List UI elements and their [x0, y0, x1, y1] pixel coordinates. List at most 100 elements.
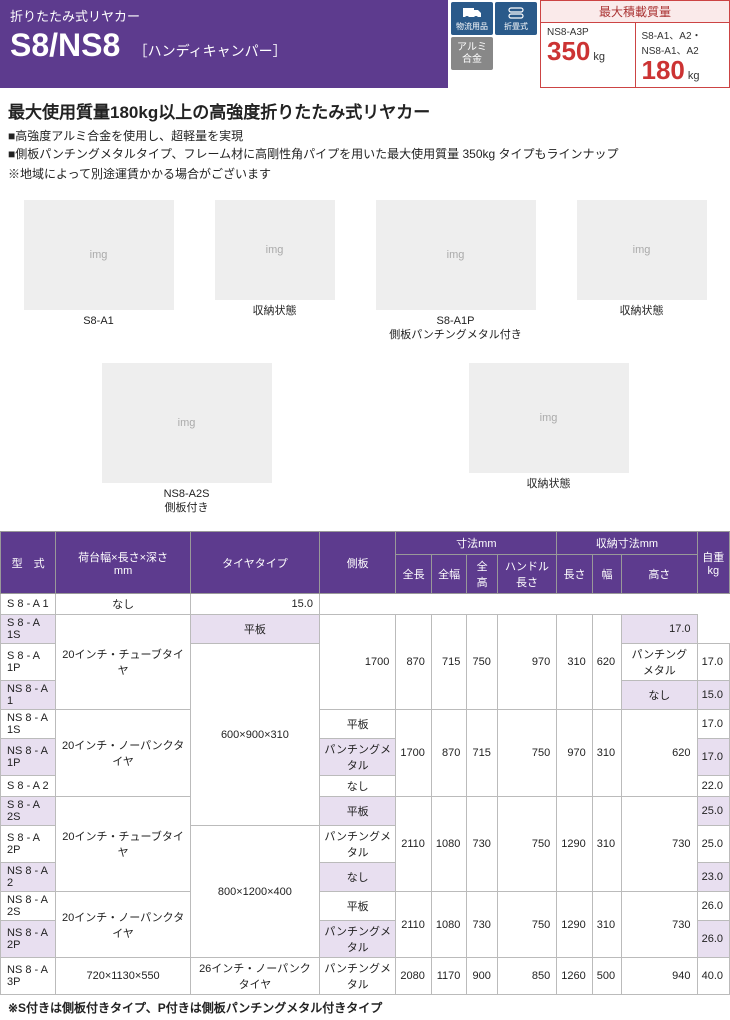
table-row: S 8 - A 2S20インチ・チューブタイヤ平板211010807307501…	[1, 797, 730, 826]
th-folded-sub: 長さ	[557, 555, 592, 594]
shipping-note: ※地域によって別途運賃かかる場合がございます	[0, 163, 730, 190]
cell-side: パンチングメタル	[319, 826, 395, 863]
product-image: img	[469, 363, 629, 473]
spec-table: 型 式 荷台幅×長さ×深さ mm タイヤタイプ 側板 寸法mm 収納寸法mm 自…	[0, 531, 730, 995]
load-cell-1-value: 350	[547, 36, 590, 66]
desc-line-2: 側板パンチングメタルタイプ、フレーム材に高剛性角パイプを用いた最大使用質量 35…	[8, 145, 722, 163]
cell-dim: 715	[467, 710, 497, 797]
cell-side: パンチングメタル	[319, 921, 395, 958]
cell-weight: 25.0	[697, 797, 729, 826]
image-caption: 収納状態	[620, 304, 664, 318]
th-dims: 寸法mm	[396, 532, 557, 555]
cell-folded: 730	[622, 892, 697, 958]
table-row: S 8 - A 1S20インチ・チューブタイヤ平板170087071575097…	[1, 615, 730, 644]
badges: 物流用品 折畳式 アルミ 合金	[451, 2, 537, 88]
cell-dim: 1700	[396, 710, 431, 797]
cell-folded: 940	[622, 958, 697, 995]
logistics-badge-label: 物流用品	[456, 21, 488, 32]
cell-dim: 715	[431, 615, 466, 710]
th-model: 型 式	[1, 532, 56, 594]
load-cell-2-unit: kg	[688, 70, 700, 82]
cell-model: S 8 - A 2	[1, 776, 56, 797]
cell-side: パンチングメタル	[319, 739, 395, 776]
cell-side: なし	[319, 863, 395, 892]
cell-folded: 310	[592, 892, 621, 958]
cell-model: S 8 - A 1P	[1, 644, 56, 681]
load-cell-1-unit: kg	[593, 51, 605, 63]
headline: 最大使用質量180kg以上の高強度折りたたみ式リヤカー	[0, 88, 730, 127]
cell-dim: 870	[431, 710, 466, 797]
product-image: img	[24, 200, 174, 310]
table-head: 型 式 荷台幅×長さ×深さ mm タイヤタイプ 側板 寸法mm 収納寸法mm 自…	[1, 532, 730, 594]
cell-weight: 22.0	[697, 776, 729, 797]
image-caption: 収納状態	[253, 304, 297, 318]
cell-model: S 8 - A 1S	[1, 615, 56, 644]
load-cell-1: NS8-A3P 350kg	[541, 23, 635, 87]
load-cell-2: S8-A1、A2・ NS8-A1、A2 180kg	[635, 23, 730, 87]
cell-weight: 23.0	[697, 863, 729, 892]
cell-dim: 750	[467, 615, 497, 710]
cell-side: なし	[319, 776, 395, 797]
cell-model: NS 8 - A 1	[1, 681, 56, 710]
cell-platform: 600×900×310	[190, 644, 319, 826]
cell-dim: 730	[467, 892, 497, 958]
cell-model: NS 8 - A 1S	[1, 710, 56, 739]
category-label: 折りたたみ式リヤカー	[10, 6, 438, 25]
table-body: S 8 - A 1なし15.0S 8 - A 1S20インチ・チューブタイヤ平板…	[1, 594, 730, 995]
table-row: S 8 - A 1なし15.0	[1, 594, 730, 615]
th-folded-sub: 幅	[592, 555, 621, 594]
cell-folded: 310	[592, 710, 621, 797]
max-load-box: 最大積載質量 NS8-A3P 350kg S8-A1、A2・ NS8-A1、A2…	[540, 0, 730, 88]
cell-folded: 310	[592, 797, 621, 892]
cell-dim: 750	[497, 797, 556, 892]
cell-weight: 26.0	[697, 921, 729, 958]
th-dims-sub: 全高	[467, 555, 497, 594]
load-cell-2-value: 180	[642, 55, 685, 85]
header: 折りたたみ式リヤカー S8/NS8 ［ハンディキャンパー］ 物流用品 折畳式 ア…	[0, 0, 730, 88]
header-title-block: 折りたたみ式リヤカー S8/NS8 ［ハンディキャンパー］	[0, 0, 448, 88]
image-caption: S8-A1	[83, 314, 114, 328]
image-block: img S8-A1P 側板パンチングメタル付き	[376, 200, 536, 343]
cell-platform: 800×1200×400	[190, 826, 319, 958]
image-caption: S8-A1P 側板パンチングメタル付き	[389, 314, 522, 343]
cell-weight: 25.0	[697, 826, 729, 863]
image-block: img 収納状態	[215, 200, 335, 343]
table-footnote: ※S付きは側板付きタイプ、P付きは側板パンチングメタル付きタイプ	[0, 995, 730, 1020]
image-block: img 収納状態	[577, 200, 707, 343]
cell-side: パンチングメタル	[622, 644, 697, 681]
cell-dim: 1170	[431, 958, 466, 995]
th-tyre: タイヤタイプ	[190, 532, 319, 594]
cell-model: S 8 - A 1	[1, 594, 56, 615]
table-row: NS 8 - A 1S20インチ・ノーパンクタイヤ平板1700870715750…	[1, 710, 730, 739]
image-block: img S8-A1	[24, 200, 174, 343]
th-dims-sub: ハンドル長さ	[497, 555, 556, 594]
cell-weight: 17.0	[697, 739, 729, 776]
cell-weight: 15.0	[697, 681, 729, 710]
foldable-badge: 折畳式	[495, 2, 537, 35]
image-block: img 収納状態	[469, 363, 629, 516]
model-number: S8/NS8	[10, 27, 120, 64]
product-image: img	[215, 200, 335, 300]
cell-dim: 900	[467, 958, 497, 995]
cell-folded: 1290	[557, 797, 592, 892]
product-image: img	[102, 363, 272, 483]
cell-folded: 620	[592, 615, 621, 710]
cell-model: NS 8 - A 3P	[1, 958, 56, 995]
logistics-badge: 物流用品	[451, 2, 493, 35]
image-caption: NS8-A2S 側板付き	[164, 487, 210, 516]
table-row: NS 8 - A 2S20インチ・ノーパンクタイヤ平板2110108073075…	[1, 892, 730, 921]
th-folded: 収納寸法mm	[557, 532, 697, 555]
cell-folded: 730	[622, 797, 697, 892]
cell-side: 平板	[319, 892, 395, 921]
cell-model: NS 8 - A 2P	[1, 921, 56, 958]
desc-line-1: 高強度アルミ合金を使用し、超軽量を実現	[8, 127, 722, 145]
cell-dim: 1080	[431, 797, 466, 892]
cell-platform: 720×1130×550	[56, 958, 191, 995]
cell-model: S 8 - A 2P	[1, 826, 56, 863]
cell-folded: 1260	[557, 958, 592, 995]
cell-side: 平板	[319, 797, 395, 826]
cell-dim: 2110	[396, 892, 431, 958]
th-platform: 荷台幅×長さ×深さ mm	[56, 532, 191, 594]
cell-folded: 970	[557, 710, 592, 797]
description: 高強度アルミ合金を使用し、超軽量を実現 側板パンチングメタルタイプ、フレーム材に…	[0, 127, 730, 163]
